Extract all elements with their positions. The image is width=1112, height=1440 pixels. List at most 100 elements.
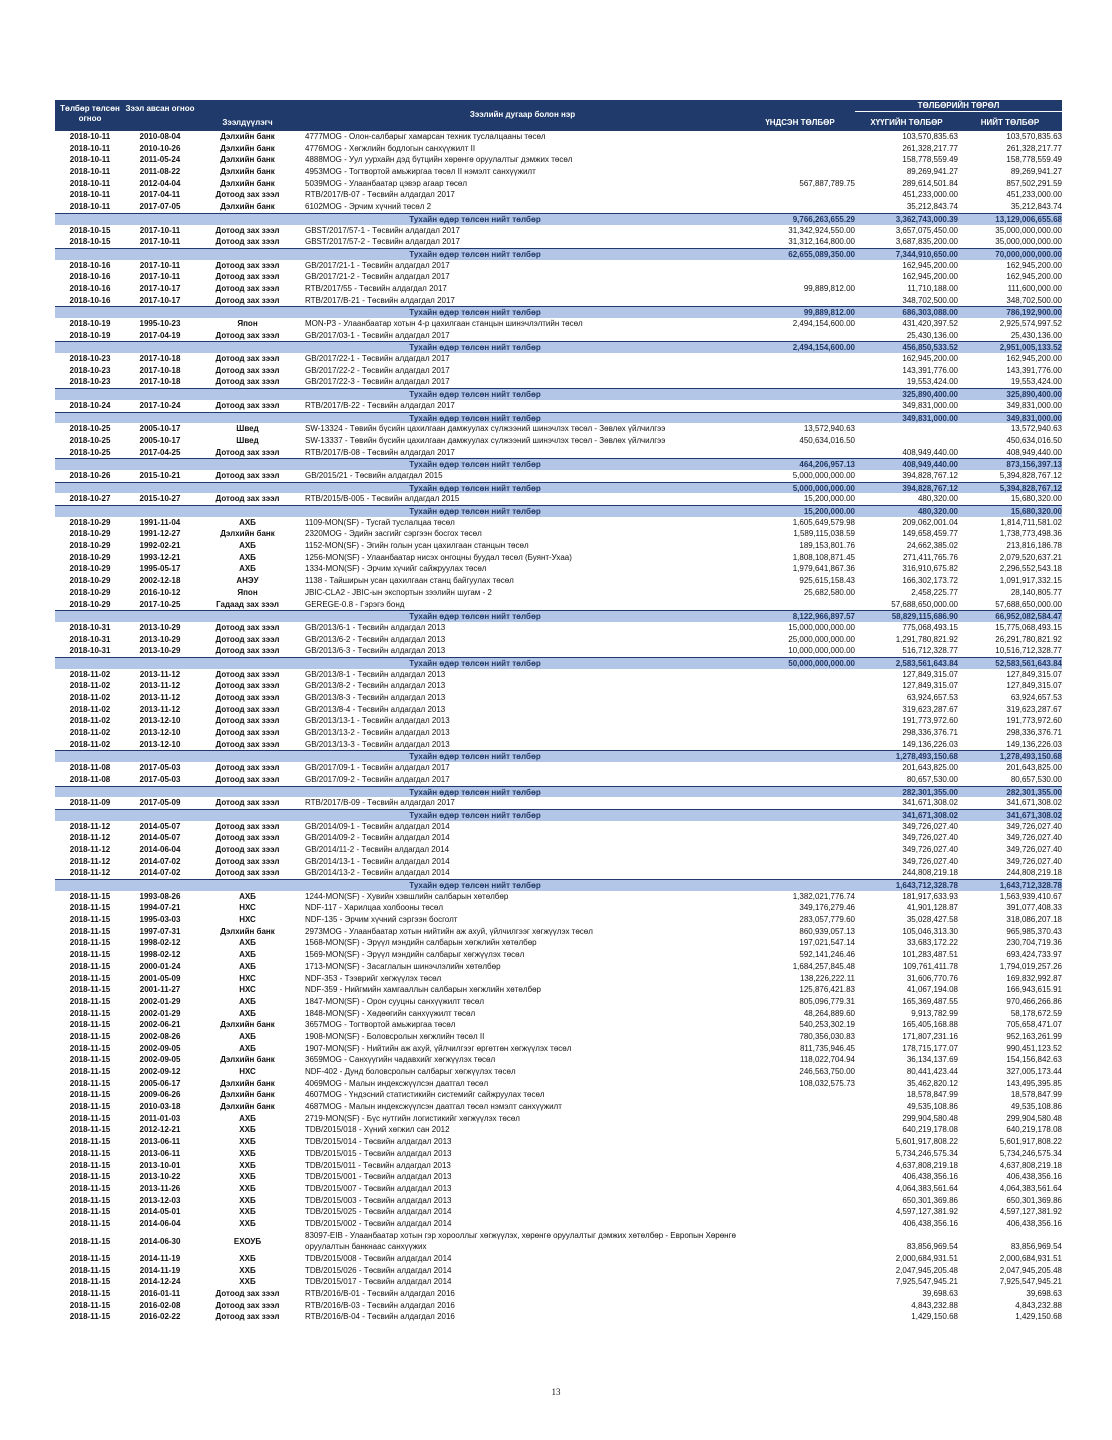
cell-lender: АХБ: [239, 541, 256, 551]
cell-interest: 41,901,128.87: [906, 903, 958, 913]
cell-lender: ХХБ: [239, 1207, 256, 1217]
cell-lender: АХБ: [239, 891, 256, 901]
cell-paid-date: 2018-10-16: [69, 283, 111, 293]
table-row: 2018-10-16 2017-10-17 Дотоод зах зээл RTB/2…: [55, 283, 1062, 295]
table-row: 2018-10-29 1993-12-21 АХБ 1256-MON(SF) - Ул…: [55, 552, 1062, 564]
cell-loan-date: 2013-11-12: [139, 681, 181, 691]
cell-paid-date: 2018-11-12: [69, 844, 111, 854]
cell-paid-date: 2018-11-15: [69, 1055, 111, 1065]
cell-loan-name: 2719-MON(SF) - Бүс нутгийн логистикийг х…: [305, 1113, 520, 1123]
cell-loan-name: RTB/2016/B-04 - Төсвийн алдагдал 2016: [305, 1312, 455, 1322]
cell-loan-date: 2017-05-03: [139, 763, 181, 773]
table-row: 2018-11-02 2013-11-12 Дотоод зах зээл GB/20…: [55, 704, 1062, 716]
cell-paid-date: 2018-11-15: [69, 1067, 111, 1076]
cell-principal: [745, 844, 855, 856]
cell-principal: [745, 867, 855, 879]
table-row: 2018-11-15 2013-10-01 ХХБ TDB/2015/011 - Тө…: [55, 1160, 1062, 1172]
cell-loan-name: RTB/2016/B-01 - Төсвийн алдагдал 2016: [305, 1289, 455, 1299]
cell-loan-date: 1991-11-04: [139, 517, 181, 527]
cell-loan-name: JBIC-CLA2 - JBIC-ын экспортын зээлийн шу…: [305, 587, 492, 597]
cell-interest: 109,761,411.78: [902, 961, 958, 971]
cell-lender: АХБ: [239, 938, 256, 948]
cell-total: 2,079,520,637.21: [999, 552, 1062, 562]
cell-total: 952,163,261.99: [1006, 1031, 1062, 1041]
subtotal-row: Тухайн өдөр төлсөн нийт төлбөр 325,890,40…: [55, 388, 1062, 400]
cell-loan-name: TDB/2015/003 - Төсвийн алдагдал 2013: [305, 1195, 452, 1205]
table-row: 2018-10-23 2017-10-18 Дотоод зах зээл GB/20…: [55, 376, 1062, 388]
cell-loan-date: 2002-01-29: [139, 996, 181, 1006]
subtotal-label: Тухайн өдөр төлсөн нийт төлбөр: [409, 413, 541, 423]
cell-loan-name: GBST/2017/57-2 - Төсвийн алдагдал 2017: [305, 237, 460, 247]
cell-principal: [745, 1276, 855, 1288]
cell-loan-name: RTB/2015/B-005 - Төсвийн алдагдал 2015: [305, 494, 460, 504]
cell-lender: Дотоод зах зээл: [215, 1300, 280, 1310]
cell-loan-name: 5039MOG - Улаанбаатар цэвэр агаар төсөл: [305, 178, 468, 188]
cell-paid-date: 2018-10-11: [69, 202, 111, 212]
subtotal-total: 873,156,397.13: [1006, 460, 1062, 470]
cell-total: 857,502,291.59: [1006, 178, 1062, 188]
cell-lender: Япон: [237, 319, 258, 328]
cell-total: 319,623,287.67: [1006, 704, 1062, 714]
table-row: 2018-11-15 2002-06-21 Дэлхийн банк 3657MOG …: [55, 1019, 1062, 1031]
cell-total: 1,091,917,332.15: [999, 576, 1062, 586]
cell-paid-date: 2018-11-15: [69, 950, 111, 960]
cell-paid-date: 2018-10-25: [69, 447, 111, 457]
subtotal-principal: [745, 413, 855, 424]
cell-lender: Дотоод зах зээл: [215, 225, 280, 235]
cell-total: 10,516,712,328.77: [995, 646, 1062, 656]
cell-interest: 101,283,487.51: [902, 950, 958, 960]
cell-loan-name: GB/2017/03-1 - Төсвийн алдагдал 2017: [305, 330, 450, 340]
subtotal-interest: 2,583,561,643.84: [895, 658, 958, 668]
cell-interest: 149,136,226.03: [902, 739, 958, 749]
cell-lender: Дотоод зах зээл: [215, 763, 280, 773]
cell-interest: 49,535,108.86: [906, 1102, 958, 1112]
cell-interest: 650,301,369.86: [902, 1195, 958, 1205]
table-row: 2018-11-15 2010-03-18 Дэлхийн банк 4687MOG …: [55, 1101, 1062, 1113]
table-header: Төлбөр төлсөн огноо Зээл авсан огноо Зээ…: [55, 100, 1062, 131]
cell-total: 318,086,207.18: [1006, 915, 1062, 925]
cell-total: 28,140,805.77: [1010, 587, 1062, 597]
cell-paid-date: 2018-11-12: [69, 856, 111, 866]
cell-interest: 191,773,972.60: [902, 716, 958, 726]
cell-loan-date: 2013-10-29: [139, 622, 181, 632]
cell-lender: Дэлхийн банк: [220, 1020, 275, 1030]
table-row: 2018-11-15 2000-01-24 АХБ 1713-MON(SF) - За…: [55, 961, 1062, 973]
cell-loan-date: 2015-10-27: [139, 494, 181, 504]
cell-interest: 4,637,808,219.18: [895, 1160, 958, 1170]
cell-paid-date: 2018-10-31: [69, 646, 111, 656]
cell-total: 49,535,108.86: [1010, 1102, 1062, 1112]
cell-principal: [745, 727, 855, 739]
cell-total: 391,077,408.33: [1006, 903, 1062, 913]
cell-lender: Дотоод зах зээл: [215, 669, 280, 679]
cell-paid-date: 2018-11-15: [69, 961, 111, 971]
cell-principal: 1,808,108,871.45: [792, 552, 855, 562]
cell-loan-date: 2010-03-18: [139, 1102, 181, 1112]
subtotal-row: Тухайн өдөр төлсөн нийт төлбөр 50,000,000…: [55, 656, 1062, 669]
cell-total: 15,680,320.00: [1010, 494, 1062, 504]
header-payment-type: ТӨЛБӨРИЙН ТӨРӨЛ: [855, 100, 1062, 112]
cell-interest: 394,828,767.12: [902, 470, 958, 480]
cell-loan-date: 2013-11-12: [139, 693, 181, 702]
subtotal-interest: 1,278,493,150.68: [895, 752, 958, 762]
cell-loan-date: 2005-10-17: [139, 424, 181, 434]
cell-lender: Япон: [237, 587, 258, 597]
cell-lender: Дотоод зах зээл: [215, 365, 280, 375]
cell-loan-date: 2002-09-05: [139, 1055, 181, 1065]
cell-loan-name: 1109-MON(SF) - Тусгай туслалцаа төсөл: [305, 517, 455, 527]
cell-total: 451,233,000.00: [1006, 190, 1062, 200]
cell-interest: 316,910,675.82: [902, 564, 958, 574]
cell-lender: Дэлхийн банк: [220, 1090, 275, 1100]
cell-principal: [745, 1124, 855, 1136]
cell-interest: 171,807,231.16: [902, 1031, 958, 1041]
cell-total: 5,734,246,575.34: [999, 1148, 1062, 1158]
cell-loan-date: 2013-12-10: [139, 716, 181, 726]
cell-principal: [745, 166, 855, 178]
page-number: 13: [551, 1387, 561, 1397]
cell-interest: 408,949,440.00: [902, 447, 958, 457]
cell-paid-date: 2018-10-11: [69, 190, 111, 200]
cell-loan-name: GEREGE-0.8 - Гэрэгэ бонд: [305, 599, 405, 609]
cell-loan-date: 2001-11-27: [139, 985, 181, 995]
cell-interest: 5,734,246,575.34: [895, 1148, 958, 1158]
subtotal-label: Тухайн өдөр төлсөн нийт төлбөр: [409, 308, 541, 318]
cell-lender: ХХБ: [239, 1172, 256, 1182]
